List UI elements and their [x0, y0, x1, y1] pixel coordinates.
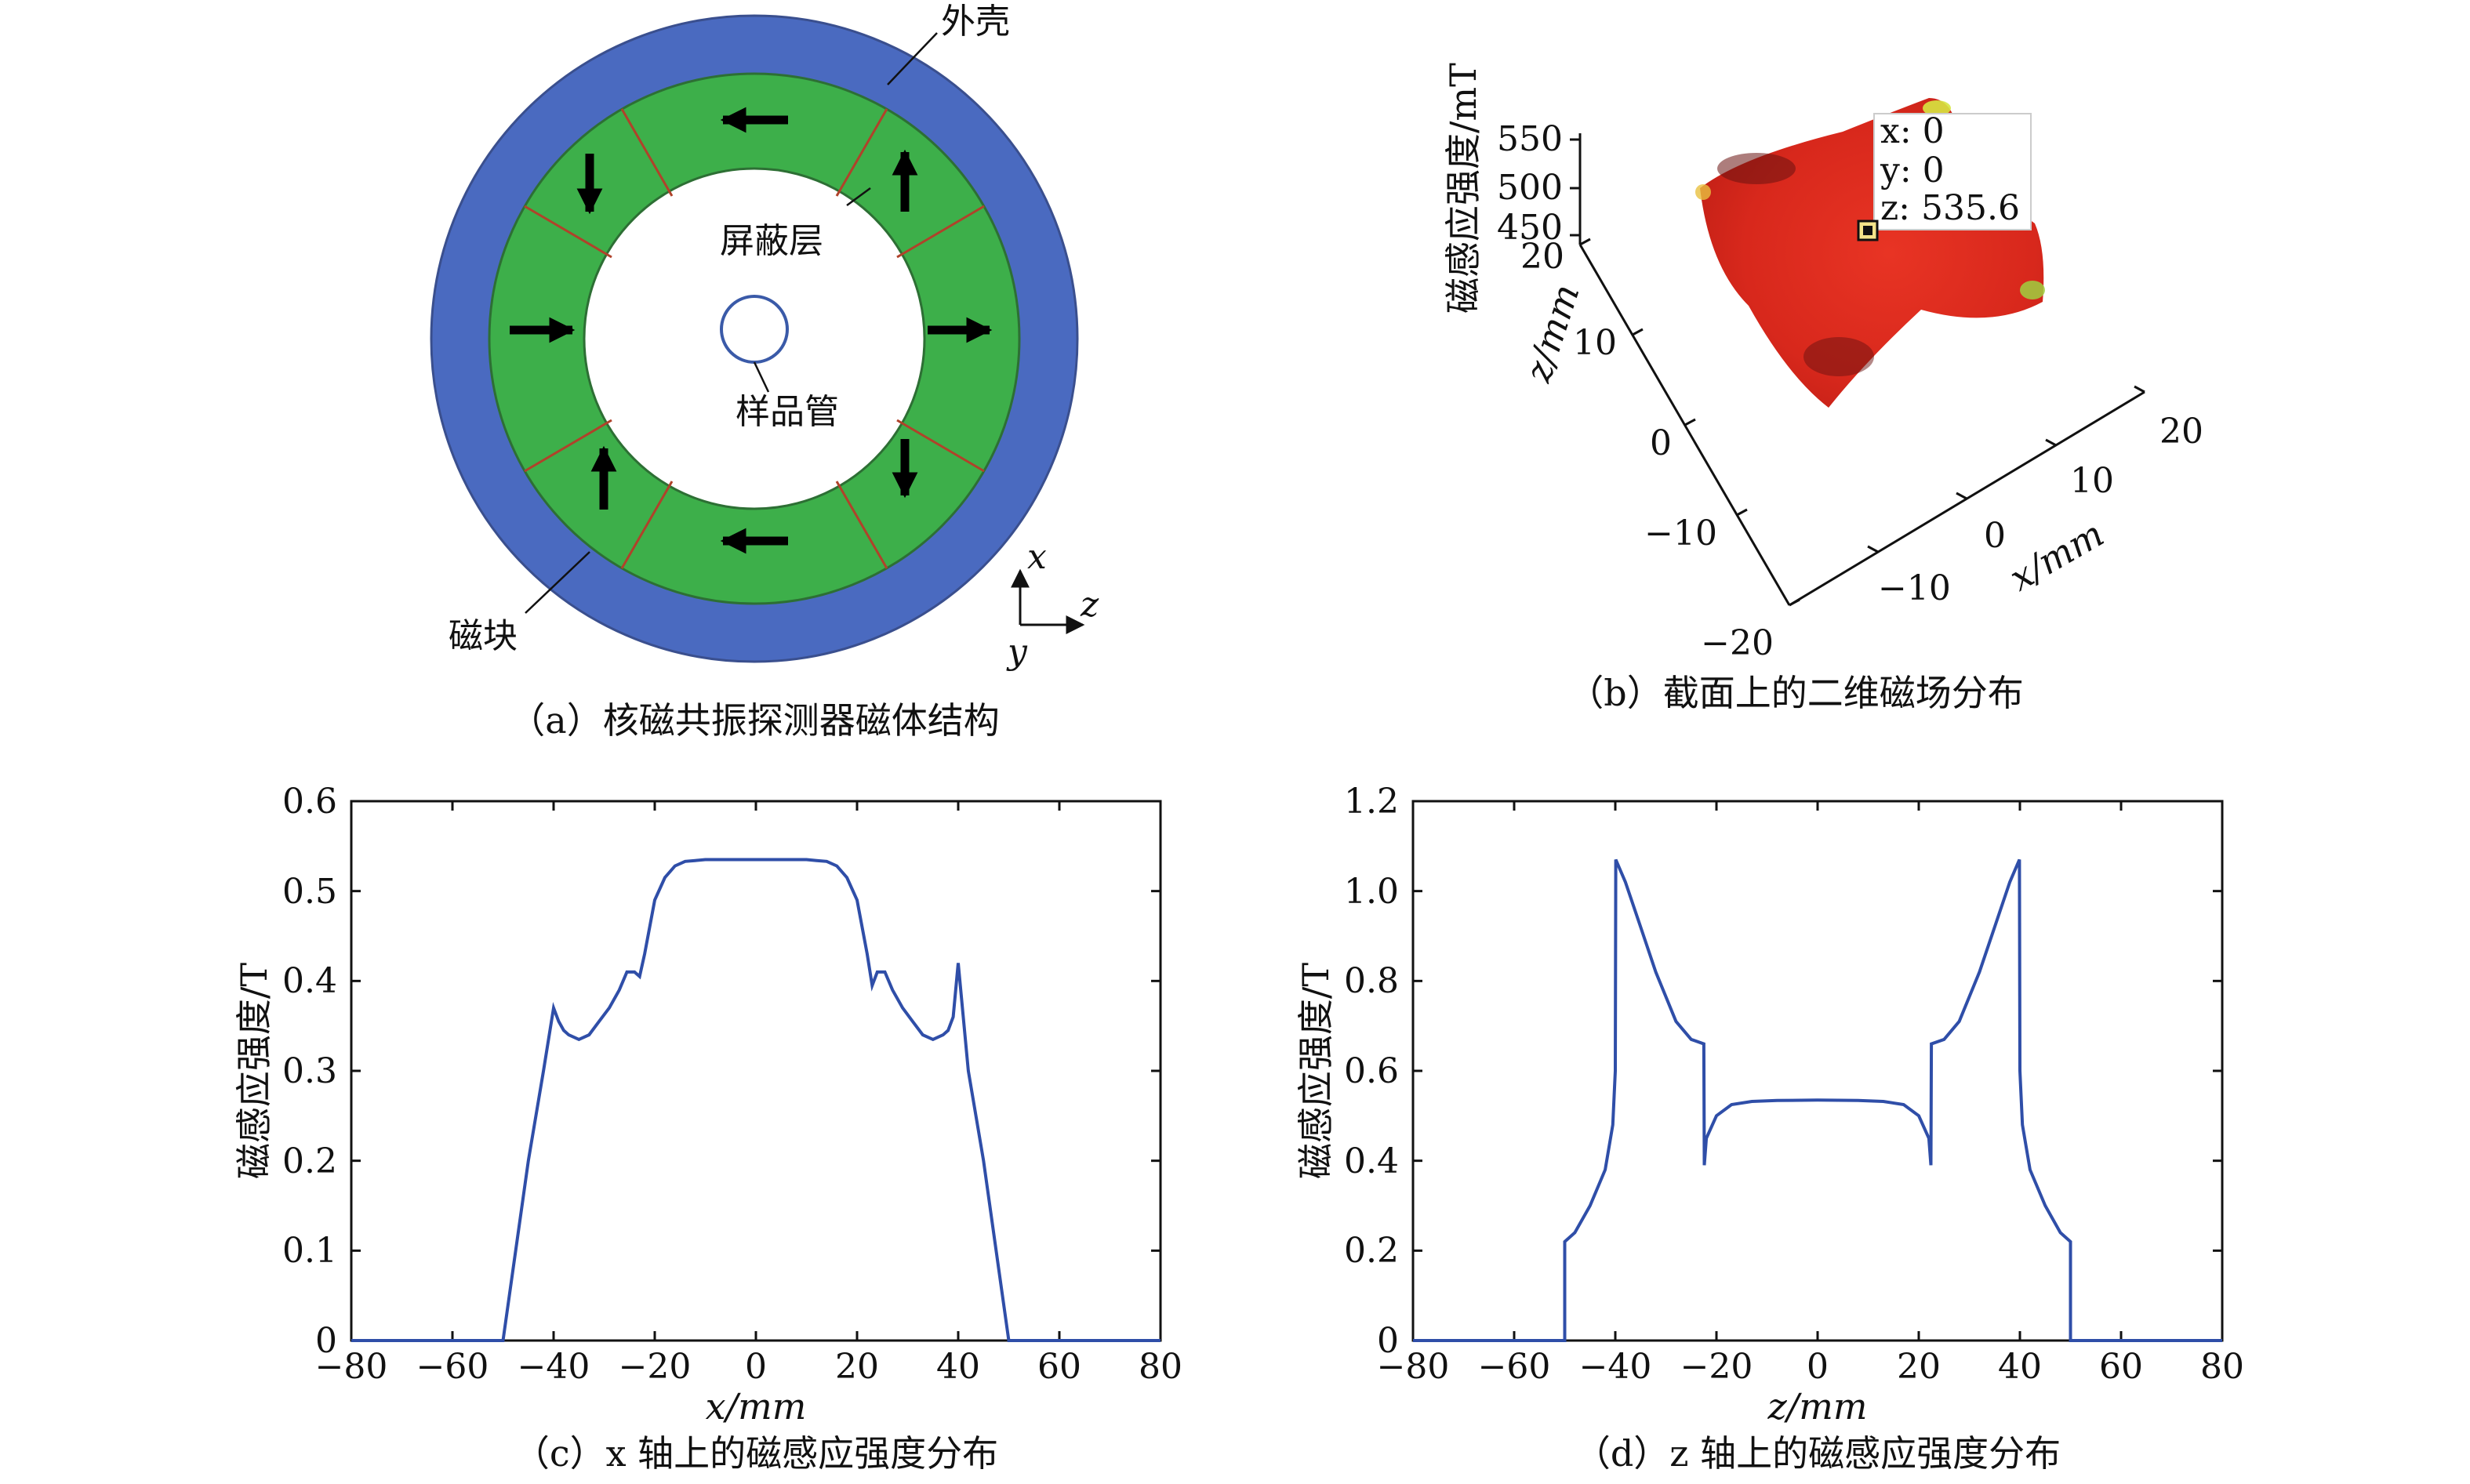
- z-ticks-b: [1570, 138, 1580, 237]
- datatip-y: y: 0: [1880, 151, 1945, 190]
- leader-shell: [887, 32, 938, 85]
- panel-a-magnet-structure: 外壳 屏蔽层 样品管 磁块 x z y （a）核磁共振探测器磁体结构: [430, 2, 1099, 742]
- y-ticks-b: [1579, 238, 1800, 607]
- plot-frame-c: [350, 800, 1162, 1342]
- xtick-d-1: −60: [1478, 1347, 1551, 1387]
- xtick-c-4: 0: [745, 1347, 767, 1387]
- xtick-0: 0: [1984, 516, 2006, 556]
- ytick-10: 10: [1573, 323, 1617, 363]
- series-line-d: [1413, 858, 2222, 1342]
- xtick-d-2: −40: [1579, 1347, 1652, 1387]
- axis-label-x: x: [1027, 537, 1047, 577]
- label-shield: 屏蔽层: [720, 221, 823, 261]
- xtick-c-8: 80: [1139, 1347, 1182, 1387]
- xtick-c-1: −60: [416, 1347, 489, 1387]
- ytick-c-4: 0.4: [282, 961, 337, 1001]
- ytick-c-6: 0.6: [282, 782, 337, 822]
- axis-label-y: y: [1006, 632, 1028, 672]
- ticks-c: [350, 800, 1162, 1342]
- ytick-neg10: −10: [1644, 513, 1717, 553]
- xtick-d-5: 20: [1897, 1347, 1941, 1387]
- xtick-neg10: −10: [1878, 568, 1951, 608]
- xtick-d-6: 40: [1998, 1347, 2042, 1387]
- ytick-c-3: 0.3: [282, 1051, 337, 1091]
- sample-tube: [720, 295, 789, 364]
- ytick-c-2: 0.2: [282, 1141, 337, 1181]
- xlabel-b: x/mm: [2003, 512, 2111, 599]
- xtick-d-8: 80: [2200, 1347, 2244, 1387]
- xtick-c-0: −80: [315, 1347, 388, 1387]
- panel-d-chart: 0 0.2 0.4 0.6 0.8 1.0 1.2 −80 −60 −40 −2…: [1295, 782, 2244, 1475]
- ytick-20: 20: [1520, 237, 1564, 277]
- caption-b: （b）截面上的二维磁场分布: [1567, 672, 2023, 714]
- surface-dark-bottom: [1803, 337, 1874, 376]
- surface-edge-left: [1695, 184, 1711, 200]
- xtick-d-0: −80: [1377, 1347, 1450, 1387]
- ztick-450: 450: [1497, 208, 1563, 248]
- surface-edge-top: [1923, 100, 1951, 116]
- caption-c: （c）x 轴上的磁感应强度分布: [514, 1432, 998, 1475]
- xtick-c-6: 40: [936, 1347, 980, 1387]
- ztick-500: 500: [1497, 168, 1563, 208]
- ztick-550: 550: [1497, 119, 1563, 159]
- ytick-d-5: 1.0: [1344, 872, 1399, 912]
- ytick-d-2: 0.4: [1344, 1141, 1399, 1181]
- label-magnet-block: 磁块: [449, 616, 518, 656]
- ylabel-d: 磁感应强度/T: [1295, 963, 1337, 1179]
- xtick-c-5: 20: [835, 1347, 879, 1387]
- panel-c-chart: 0 0.1 0.2 0.3 0.4 0.5 0.6 −80 −60 −40 −2…: [233, 782, 1182, 1475]
- ytick-d-0: 0: [1377, 1321, 1399, 1361]
- datatip-x: x: 0: [1880, 111, 1945, 151]
- label-sample-tube: 样品管: [736, 392, 839, 432]
- zlabel-b: 磁感应强度/mT: [1442, 63, 1484, 314]
- xtick-d-7: 60: [2099, 1347, 2143, 1387]
- axis-triad-a: [1011, 568, 1085, 634]
- caption-d: （d）z 轴上的磁感应强度分布: [1575, 1432, 2061, 1475]
- label-shell: 外壳: [941, 2, 1010, 42]
- ytick-c-5: 0.5: [282, 872, 337, 912]
- caption-a: （a）核磁共振探测器磁体结构: [509, 699, 999, 742]
- xtick-20: 20: [2159, 412, 2203, 452]
- ytick-c-0: 0: [315, 1321, 337, 1361]
- magnetization-arrows: [510, 107, 993, 554]
- ylabel-c: 磁感应强度/T: [233, 963, 275, 1179]
- leader-magnet-block: [525, 551, 590, 614]
- axis-label-z: z: [1080, 585, 1099, 625]
- xtick-10: 10: [2070, 461, 2114, 501]
- ytick-d-1: 0.2: [1344, 1231, 1399, 1271]
- ytick-d-4: 0.8: [1344, 961, 1399, 1001]
- plot-frame-d: [1411, 800, 2224, 1342]
- panel-b-2d-field: 550 500 450 磁感应强度/mT 20 10 0 −10 −20 z/m…: [1442, 63, 2203, 714]
- xtick-d-3: −20: [1680, 1347, 1753, 1387]
- ytick-d-3: 0.6: [1344, 1051, 1399, 1091]
- xlabel-c: x/mm: [706, 1385, 807, 1428]
- ticks-d: [1411, 800, 2224, 1342]
- surface-dark-left: [1717, 153, 1796, 184]
- segment-lines: [524, 108, 985, 569]
- ytick-c-1: 0.1: [282, 1231, 337, 1271]
- ytick-0: 0: [1650, 423, 1672, 463]
- xtick-d-4: 0: [1807, 1347, 1829, 1387]
- x-ticks-b: [1867, 385, 2145, 553]
- series-line-c: [351, 858, 1161, 1342]
- ytick-neg20: −20: [1701, 623, 1774, 663]
- ytick-d-6: 1.2: [1344, 782, 1399, 822]
- datatip-z: z: 535.6: [1880, 188, 2020, 228]
- xtick-c-7: 60: [1037, 1347, 1081, 1387]
- xtick-c-2: −40: [518, 1347, 590, 1387]
- xtick-c-3: −20: [619, 1347, 692, 1387]
- datatip-box: [1873, 113, 2032, 230]
- xlabel-d: z/mm: [1767, 1385, 1868, 1428]
- leader-shield: [846, 187, 871, 207]
- leader-sample-tube: [753, 361, 770, 393]
- surface-edge-right: [2020, 281, 2045, 299]
